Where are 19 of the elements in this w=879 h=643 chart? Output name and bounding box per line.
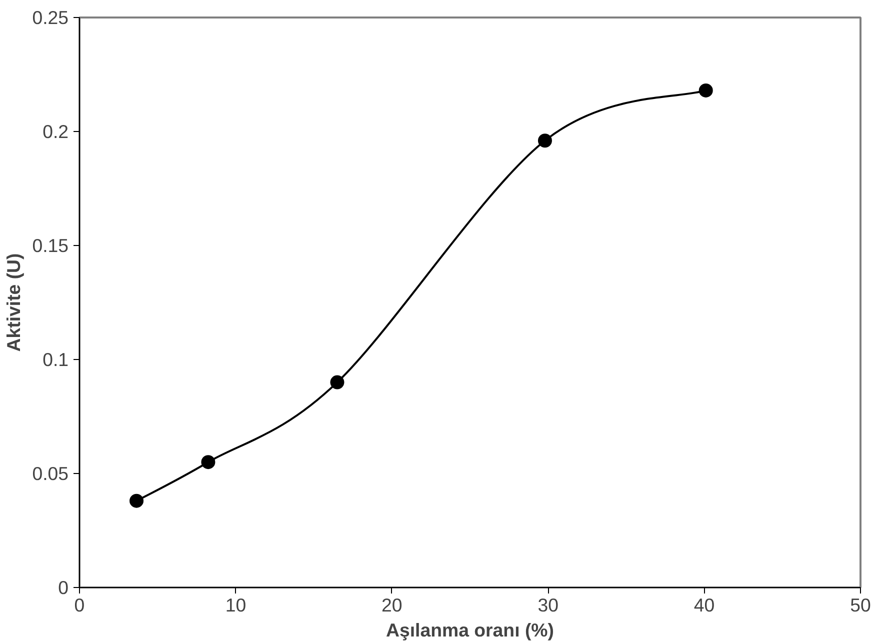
- x-tick-label: 40: [694, 594, 715, 616]
- point: [201, 455, 216, 470]
- y-tick-label: 0.05: [32, 463, 68, 484]
- x-tick-label: 20: [382, 594, 402, 616]
- y-axis-title: Aktivite (U): [3, 253, 24, 352]
- point: [538, 134, 552, 148]
- x-axis-title: Aşılanma oranı (%): [386, 620, 554, 640]
- y-tick-label: 0: [58, 577, 69, 598]
- x-tick-label: 10: [225, 594, 246, 616]
- y-tick-label: 0.15: [32, 235, 68, 256]
- x-tick-label: 0: [74, 594, 85, 616]
- point: [130, 494, 144, 508]
- y-tick-label: 0.1: [42, 349, 69, 370]
- y-tick-label: 0.25: [32, 7, 68, 28]
- x-tick-label: 50: [850, 594, 871, 616]
- x-tick-label: 30: [538, 594, 558, 616]
- point: [698, 83, 713, 98]
- y-tick-label: 0.2: [42, 121, 69, 142]
- point: [330, 375, 344, 390]
